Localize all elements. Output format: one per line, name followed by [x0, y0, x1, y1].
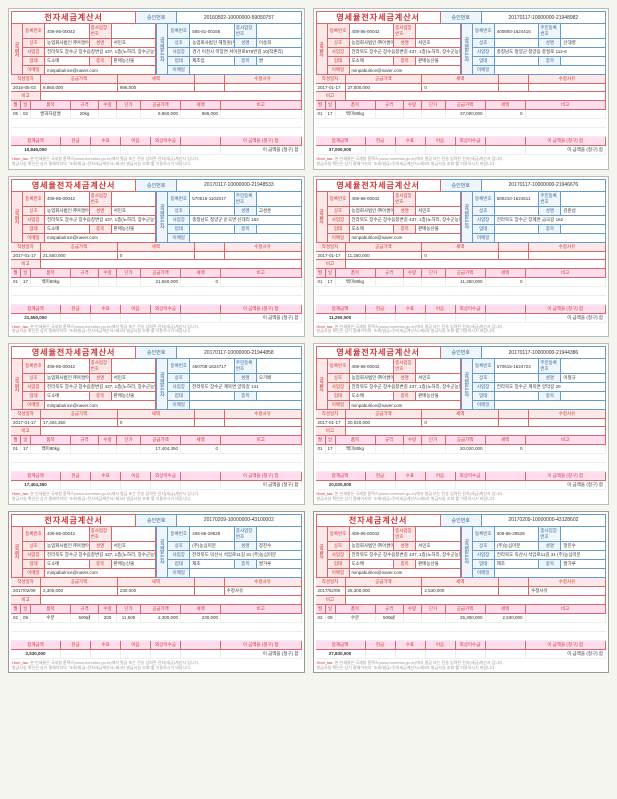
issue-date: 2017-01-17 — [316, 252, 346, 259]
supply-amount: 17,404,350 — [41, 419, 118, 426]
supply-amount: 21,550,000 — [41, 252, 118, 259]
footer-note: Hom_tax. 본 인쇄물은 국세청 홈택스(www.hometax.go.k… — [11, 323, 302, 335]
approval-label: 승인번호 — [136, 346, 177, 359]
tax-amount: 0 — [422, 419, 499, 426]
invoice: 영세율전자세금계산서승인번호20170117-10000000-21944858… — [8, 343, 305, 505]
invoice-title: 영세율전자세금계산서 — [316, 346, 441, 359]
invoice: 전자세금계산서승인번호20160502-10000000-59050757 공급자… — [8, 8, 305, 170]
supplier-strip: 공급자 — [316, 359, 328, 410]
receiver-strip: 공급받는자 — [461, 24, 473, 75]
invoice-title: 전자세금계산서 — [316, 514, 441, 527]
tax-amount: 0 — [422, 252, 499, 259]
supply-amount: 9,860,000 — [41, 84, 118, 91]
tax-amount: 0 — [118, 419, 195, 426]
approval-label: 승인번호 — [136, 11, 177, 24]
receiver-strip: 공급받는자 — [156, 359, 168, 410]
tax-amount: 986,000 — [118, 84, 195, 91]
invoice: 전자세금계산서승인번호20170209-10000000-43100002 공급자… — [8, 511, 305, 674]
footer-note: Hom_tax. 본 인쇄물은 국세청 홈택스(www.hometax.go.k… — [11, 490, 302, 502]
supply-amount: 11,250,000 — [346, 252, 423, 259]
footer-note: Hom_tax. 본 인쇄물은 국세청 홈택스(www.hometax.go.k… — [316, 490, 607, 502]
receiver-strip: 공급받는자 — [461, 192, 473, 243]
issue-date: 2017-01-17 — [11, 252, 41, 259]
approval-label: 승인번호 — [136, 179, 177, 192]
invoice-title: 영세율전자세금계산서 — [11, 179, 136, 192]
invoice: 영세율전자세금계산서승인번호20170117-10000000-21944386… — [313, 343, 610, 505]
invoice: 영세율전자세금계산서승인번호20170117-10000000-21946676… — [313, 176, 610, 338]
supplier-strip: 공급자 — [11, 192, 23, 243]
invoice-title: 전자세금계산서 — [11, 11, 136, 24]
supply-amount: 25,300,000 — [346, 587, 423, 595]
supply-amount: 37,000,000 — [346, 84, 423, 91]
issue-date: 2017/02/09 — [316, 587, 346, 595]
tax-amount: 0 — [422, 84, 499, 91]
total-amount: 10,846,000 — [11, 146, 61, 155]
issue-date: 2017-01-17 — [316, 84, 346, 91]
receiver-strip: 공급받는자 — [156, 527, 168, 578]
invoice-title: 영세율전자세금계산서 — [316, 179, 441, 192]
approval-number: 20170117-10000000-21946676 — [482, 179, 606, 192]
total-amount: 27,830,000 — [316, 650, 366, 659]
issue-date: 2017/02/09 — [11, 587, 41, 595]
approval-number: 20170117-10000000-21948982 — [482, 11, 606, 24]
issue-date: 2016-05-02 — [11, 84, 41, 91]
tax-amount: 230,000 — [118, 587, 195, 595]
total-amount: 17,404,350 — [11, 481, 61, 490]
approval-number: 20170117-10000000-21948533 — [177, 179, 301, 192]
issue-date: 2017-01-17 — [316, 419, 346, 426]
approval-number: 20170209-10000000-43100002 — [177, 514, 301, 527]
total-amount: 21,550,000 — [11, 314, 61, 323]
invoice: 영세율전자세금계산서승인번호20170117-10000000-21948533… — [8, 176, 305, 338]
receiver-strip: 공급받는자 — [156, 24, 168, 75]
supply-amount: 2,300,000 — [41, 587, 118, 595]
approval-number: 20170209-10000000-43128602 — [482, 514, 606, 527]
approval-label: 승인번호 — [441, 11, 482, 24]
receiver-strip: 공급받는자 — [461, 359, 473, 410]
tax-amount: 2,530,000 — [422, 587, 499, 595]
total-amount: 37,000,000 — [316, 146, 366, 155]
footer-note: Hom_tax. 본 인쇄물은 국세청 홈택스(www.hometax.go.k… — [316, 659, 607, 671]
approval-number: 20160502-10000000-59050757 — [177, 11, 301, 24]
supplier-strip: 공급자 — [316, 527, 328, 578]
supply-amount: 20,020,000 — [346, 419, 423, 426]
approval-label: 승인번호 — [441, 514, 482, 527]
invoice: 영세율전자세금계산서승인번호20170117-10000000-21948982… — [313, 8, 610, 170]
footer-note: Hom_tax. 본 인쇄물은 국세청 홈택스(www.hometax.go.k… — [316, 323, 607, 335]
supplier-strip: 공급자 — [316, 24, 328, 75]
supplier-strip: 공급자 — [316, 192, 328, 243]
approval-number: 20170117-10000000-21944386 — [482, 346, 606, 359]
footer-note: Hom_tax. 본 인쇄물은 국세청 홈택스(www.hometax.go.k… — [11, 659, 302, 671]
issue-date: 2017-01-17 — [11, 419, 41, 426]
invoice-title: 영세율전자세금계산서 — [316, 11, 441, 24]
receiver-strip: 공급받는자 — [461, 527, 473, 578]
total-amount: 11,250,000 — [316, 314, 366, 323]
supplier-strip: 공급자 — [11, 24, 23, 75]
receiver-strip: 공급받는자 — [156, 192, 168, 243]
approval-label: 승인번호 — [441, 179, 482, 192]
tax-amount: 0 — [118, 252, 195, 259]
supplier-strip: 공급자 — [11, 359, 23, 410]
approval-label: 승인번호 — [441, 346, 482, 359]
total-amount: 20,020,000 — [316, 481, 366, 490]
approval-label: 승인번호 — [136, 514, 177, 527]
footer-note: Hom_tax. 본 인쇄물은 국세청 홈택스(www.hometax.go.k… — [316, 155, 607, 167]
invoice: 전자세금계산서승인번호20170209-10000000-43128602 공급자… — [313, 511, 610, 674]
approval-number: 20170117-10000000-21944858 — [177, 346, 301, 359]
invoice-title: 영세율전자세금계산서 — [11, 346, 136, 359]
total-amount: 2,530,000 — [11, 650, 61, 659]
footer-note: Hom_tax. 본 인쇄물은 국세청 홈택스(www.hometax.go.k… — [11, 155, 302, 167]
invoice-title: 전자세금계산서 — [11, 514, 136, 527]
supplier-strip: 공급자 — [11, 527, 23, 578]
